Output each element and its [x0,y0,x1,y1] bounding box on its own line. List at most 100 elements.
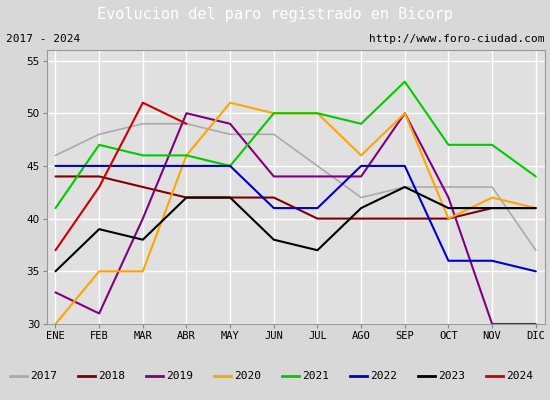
2023 [402,185,408,190]
Text: Evolucion del paro registrado en Bicorp: Evolucion del paro registrado en Bicorp [97,6,453,22]
2019 [445,195,452,200]
2021 [227,164,233,168]
Text: 2020: 2020 [234,371,261,381]
2020 [183,153,190,158]
2017 [445,185,452,190]
Line: 2022: 2022 [56,166,536,271]
2022 [52,164,59,168]
2023 [140,237,146,242]
2020 [532,206,539,210]
Line: 2023: 2023 [56,187,536,271]
2018 [52,174,59,179]
2023 [227,195,233,200]
Line: 2024: 2024 [56,103,186,250]
2022 [183,164,190,168]
2017 [271,132,277,137]
2018 [314,216,321,221]
2017 [532,248,539,253]
2023 [52,269,59,274]
2019 [183,111,190,116]
2022 [489,258,496,263]
2022 [271,206,277,210]
2020 [140,269,146,274]
Text: 2018: 2018 [98,371,125,381]
2017 [96,132,102,137]
2018 [271,195,277,200]
2019 [96,311,102,316]
2023 [358,206,365,210]
Text: 2021: 2021 [302,371,329,381]
2017 [140,121,146,126]
2023 [314,248,321,253]
2017 [402,185,408,190]
2023 [445,206,452,210]
2017 [52,153,59,158]
Text: 2017 - 2024: 2017 - 2024 [6,34,80,44]
2019 [140,216,146,221]
2022 [140,164,146,168]
Line: 2020: 2020 [56,103,536,324]
2020 [402,111,408,116]
2019 [358,174,365,179]
2019 [489,322,496,326]
2020 [314,111,321,116]
2020 [445,216,452,221]
2022 [227,164,233,168]
2019 [532,322,539,326]
2022 [532,269,539,274]
2018 [489,206,496,210]
2021 [532,174,539,179]
2022 [96,164,102,168]
Text: 2019: 2019 [166,371,193,381]
Line: 2018: 2018 [56,176,536,219]
Text: 2017: 2017 [30,371,57,381]
2021 [183,153,190,158]
2021 [358,121,365,126]
2024 [52,248,59,253]
2018 [445,216,452,221]
2024 [183,121,190,126]
2024 [140,100,146,105]
Line: 2019: 2019 [56,113,536,324]
2020 [227,100,233,105]
Line: 2021: 2021 [56,82,536,208]
2017 [183,121,190,126]
2019 [314,174,321,179]
Text: http://www.foro-ciudad.com: http://www.foro-ciudad.com [369,34,544,44]
2018 [532,206,539,210]
2018 [183,195,190,200]
2017 [314,164,321,168]
2021 [445,142,452,147]
2023 [183,195,190,200]
2021 [271,111,277,116]
2022 [314,206,321,210]
Line: 2017: 2017 [56,124,536,250]
2021 [140,153,146,158]
2019 [271,174,277,179]
2021 [314,111,321,116]
2020 [271,111,277,116]
2020 [358,153,365,158]
2018 [358,216,365,221]
2022 [402,164,408,168]
2023 [271,237,277,242]
2019 [227,121,233,126]
2021 [96,142,102,147]
2022 [445,258,452,263]
Text: 2022: 2022 [370,371,397,381]
2019 [402,111,408,116]
2021 [402,79,408,84]
2024 [96,185,102,190]
2018 [227,195,233,200]
Text: 2023: 2023 [438,371,465,381]
2017 [227,132,233,137]
2023 [489,206,496,210]
2022 [358,164,365,168]
2017 [489,185,496,190]
2017 [358,195,365,200]
2023 [96,227,102,232]
Text: 2024: 2024 [507,371,534,381]
2018 [96,174,102,179]
2021 [52,206,59,210]
2020 [96,269,102,274]
